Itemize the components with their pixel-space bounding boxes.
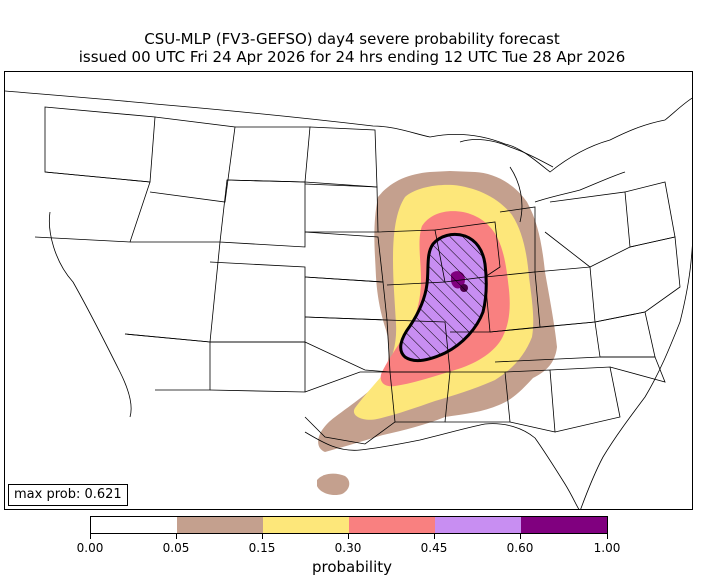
state-boundaries bbox=[5, 90, 692, 509]
prob-band-0.05-small-patch bbox=[317, 473, 350, 496]
map-canvas bbox=[5, 90, 692, 509]
colorbar-segment-5 bbox=[435, 517, 521, 533]
colorbar-label: probability bbox=[311, 558, 393, 576]
colorbar-segment-2 bbox=[177, 517, 263, 533]
colorbar-tick bbox=[607, 534, 608, 539]
chart-title-line-1: CSU-MLP (FV3-GEFSO) day4 severe probabil… bbox=[144, 30, 560, 48]
colorbar-tick-label: 0.30 bbox=[334, 541, 362, 555]
us-canada-border bbox=[5, 90, 692, 173]
colorbar bbox=[90, 516, 608, 534]
chart-title-line-2: issued 00 UTC Fri 24 Apr 2026 for 24 hrs… bbox=[78, 48, 626, 66]
colorbar-segment-1 bbox=[91, 517, 177, 533]
forecast-map bbox=[4, 71, 693, 510]
colorbar-segment-3 bbox=[263, 517, 349, 533]
colorbar-tick bbox=[176, 534, 177, 539]
max-probability-box: max prob: 0.621 bbox=[8, 484, 128, 506]
colorbar-tick-label: 1.00 bbox=[593, 541, 621, 555]
colorbar-segment-6 bbox=[521, 517, 607, 533]
colorbar-tick-label: 0.05 bbox=[162, 541, 190, 555]
colorbar-tick bbox=[262, 534, 263, 539]
colorbar-tick bbox=[434, 534, 435, 539]
colorbar-tick bbox=[90, 534, 91, 539]
colorbar-tick-label: 0.15 bbox=[248, 541, 276, 555]
gulf-coastline bbox=[304, 423, 580, 509]
colorbar-tick-label: 0.00 bbox=[76, 541, 104, 555]
colorbar-tick-label: 0.60 bbox=[506, 541, 534, 555]
pacific-coastline bbox=[49, 211, 132, 418]
atlantic-coastline bbox=[580, 245, 692, 509]
probability-fill-layers bbox=[317, 171, 557, 496]
colorbar-tick bbox=[520, 534, 521, 539]
colorbar-tick bbox=[348, 534, 349, 539]
colorbar-segment-4 bbox=[349, 517, 435, 533]
colorbar-tick-label: 0.45 bbox=[420, 541, 448, 555]
significant-hatch-area bbox=[399, 232, 488, 363]
great-lakes bbox=[459, 139, 626, 223]
